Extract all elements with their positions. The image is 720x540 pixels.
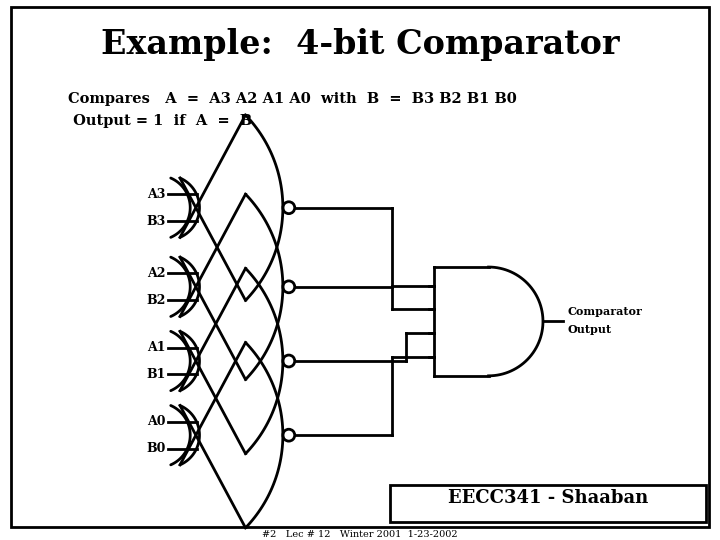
Text: #2   Lec # 12   Winter 2001  1-23-2002: #2 Lec # 12 Winter 2001 1-23-2002 (262, 530, 458, 539)
Text: Comparator: Comparator (567, 306, 642, 317)
Bar (390, 484, 706, 522)
Text: A0: A0 (148, 415, 166, 428)
Text: B2: B2 (146, 294, 166, 307)
Text: Compares   A  =  A3 A2 A1 A0  with  B  =  B3 B2 B1 B0: Compares A = A3 A2 A1 A0 with B = B3 B2 … (68, 92, 517, 106)
Text: Output = 1  if  A  =  B: Output = 1 if A = B (68, 113, 252, 127)
Text: Example:  4-bit Comparator: Example: 4-bit Comparator (101, 28, 619, 61)
Text: A2: A2 (148, 267, 166, 280)
Text: B1: B1 (146, 368, 166, 381)
Text: B3: B3 (147, 214, 166, 227)
Text: Output: Output (567, 324, 612, 335)
Text: A1: A1 (148, 341, 166, 354)
Text: A3: A3 (148, 188, 166, 201)
Text: B0: B0 (146, 442, 166, 455)
Text: EECC341 - Shaaban: EECC341 - Shaaban (448, 489, 648, 508)
